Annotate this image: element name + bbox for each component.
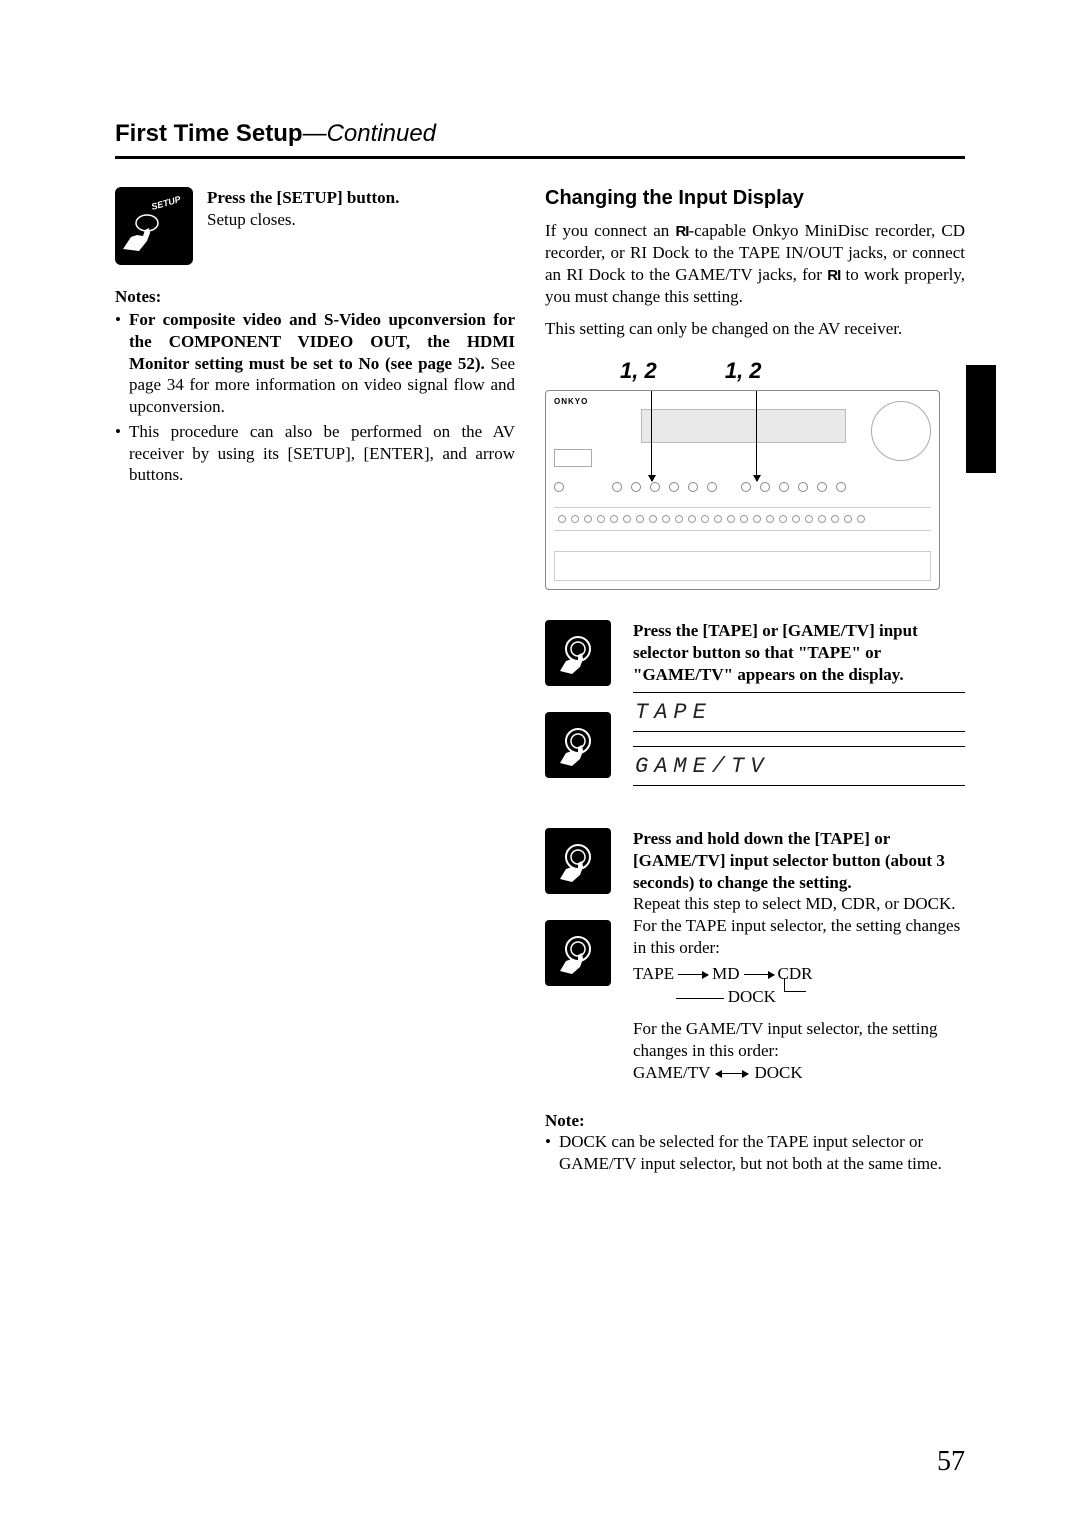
receiver-diagram: ONKYO: [545, 390, 940, 590]
lcd-tape: TAPE: [633, 692, 965, 732]
notes-heading: Notes:: [115, 287, 515, 307]
selector-knob-icon: [545, 828, 611, 894]
step-1-block: Press the [TAPE] or [GAME/TV] input sele…: [545, 620, 965, 800]
step-2-icons: [545, 828, 615, 1083]
title-continued: —Continued: [303, 120, 436, 147]
cycle-dock: DOCK: [728, 987, 776, 1006]
cycle-gametv: GAME/TV: [633, 1063, 710, 1082]
step-2-text1: Repeat this step to select MD, CDR, or D…: [633, 893, 965, 915]
cycle-dock2: DOCK: [754, 1063, 802, 1082]
receiver-brand: ONKYO: [554, 397, 588, 406]
left-column: SETUP Press the [SETUP] button. Setup cl…: [115, 187, 515, 1175]
side-tab: [966, 365, 996, 473]
selector-knob-icon: [545, 712, 611, 778]
gametv-cycle-diagram: GAME/TV DOCK: [633, 1062, 965, 1084]
step-1-bold: Press the [TAPE] or [GAME/TV] input sele…: [633, 620, 965, 685]
section-heading: Changing the Input Display: [545, 187, 965, 210]
cycle-tape: TAPE: [633, 964, 674, 983]
tape-cycle-diagram: TAPEMDCDR DOCK: [633, 963, 965, 1009]
receiver-volume-knob: [871, 401, 931, 461]
final-note-item: DOCK can be selected for the TAPE input …: [545, 1131, 965, 1175]
page-title: First Time Setup—Continued: [115, 120, 436, 147]
callout-labels: 1, 2 1, 2: [545, 358, 965, 384]
step-1-content: Press the [TAPE] or [GAME/TV] input sele…: [633, 620, 965, 800]
step-2-bold: Press and hold down the [TAPE] or [GAME/…: [633, 828, 965, 893]
selector-knob-icon: [545, 620, 611, 686]
cycle-md: MD: [712, 964, 739, 983]
setup-step-text: Press the [SETUP] button. Setup closes.: [207, 187, 399, 265]
setup-button-icon: SETUP: [115, 187, 193, 265]
receiver-power: [554, 449, 592, 467]
setup-step-body: Setup closes.: [207, 209, 399, 231]
page-number: 57: [937, 1446, 965, 1478]
callout-arrow-1: [651, 391, 652, 481]
step-1-icons: [545, 620, 615, 800]
callout-1: 1, 2: [620, 358, 657, 384]
lcd-gametv: GAME/TV: [633, 746, 965, 786]
setup-step-bold: Press the [SETUP] button.: [207, 187, 399, 209]
callout-arrow-2: [756, 391, 757, 481]
note-item-1: For composite video and S-Video upconver…: [115, 309, 515, 418]
receiver-selector-row: [554, 479, 931, 495]
title-main: First Time Setup: [115, 120, 303, 147]
ri-icon: RI: [827, 266, 840, 286]
note-item-2: This procedure can also be performed on …: [115, 421, 515, 486]
step-2-text2: For the TAPE input selector, the setting…: [633, 915, 965, 959]
page-header: First Time Setup—Continued: [115, 120, 965, 159]
intro-paragraph-1: If you connect an RI-capable Onkyo MiniD…: [545, 220, 965, 308]
setup-step: SETUP Press the [SETUP] button. Setup cl…: [115, 187, 515, 265]
right-column: Changing the Input Display If you connec…: [545, 187, 965, 1175]
receiver-bottom-panel: [554, 551, 931, 581]
intro-1a: If you connect an: [545, 221, 675, 240]
ri-icon: RI: [675, 222, 688, 242]
note-1-bold: For composite video and S-Video upconver…: [129, 310, 515, 373]
final-note-heading: Note:: [545, 1111, 965, 1131]
receiver-jacks-row: [554, 507, 931, 531]
callout-2: 1, 2: [725, 358, 762, 384]
step-2-text3: For the GAME/TV input selector, the sett…: [633, 1018, 965, 1062]
notes-list: For composite video and S-Video upconver…: [115, 309, 515, 486]
step-2-block: Press and hold down the [TAPE] or [GAME/…: [545, 828, 965, 1083]
intro-paragraph-2: This setting can only be changed on the …: [545, 318, 965, 340]
receiver-lcd: [641, 409, 846, 443]
content-columns: SETUP Press the [SETUP] button. Setup cl…: [115, 187, 965, 1175]
hand-press-icon: [117, 209, 167, 259]
final-note-list: DOCK can be selected for the TAPE input …: [545, 1131, 965, 1175]
step-2-content: Press and hold down the [TAPE] or [GAME/…: [633, 828, 965, 1083]
selector-knob-icon: [545, 920, 611, 986]
